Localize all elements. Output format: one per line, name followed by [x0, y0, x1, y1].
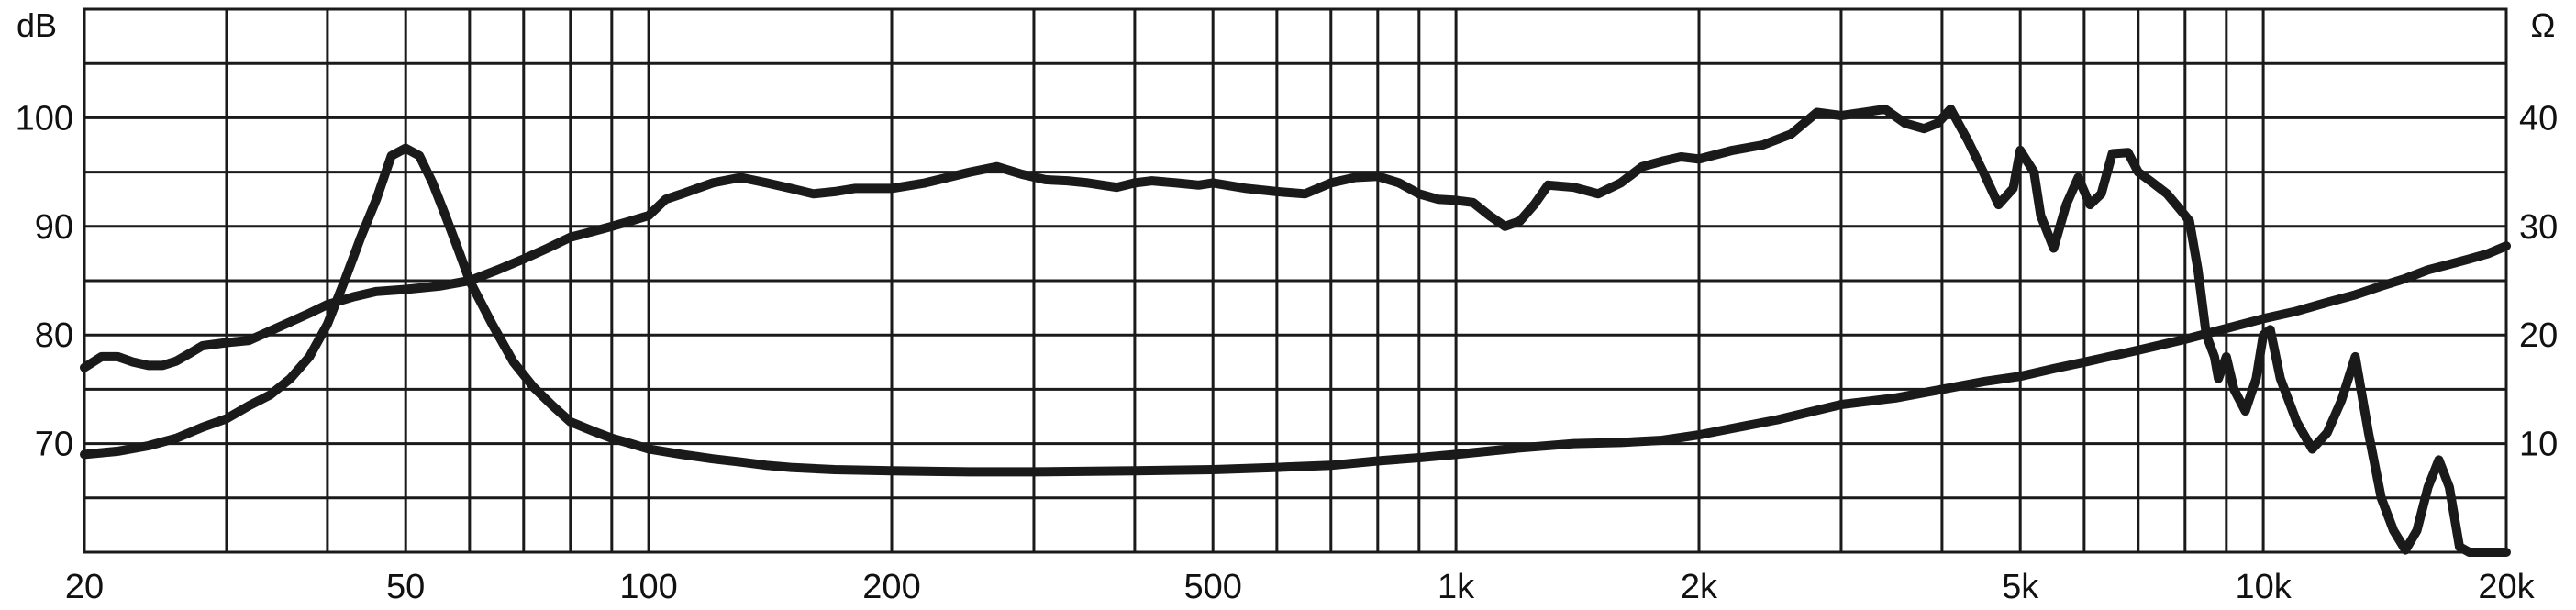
right-axis-unit-label: Ω: [2531, 6, 2556, 44]
left-y-tick-label: 90: [35, 208, 73, 247]
x-tick-label: 20k: [2478, 568, 2535, 606]
axis-labels: dB Ω 20 50 100 200 500 1k 2k 5k 10k 20k 70 80 90 100 1…: [16, 6, 2559, 606]
x-tick-label: 5k: [2002, 568, 2039, 606]
x-tick-label: 100: [619, 568, 677, 606]
right-y-tick-label: 20: [2519, 316, 2558, 355]
left-y-tick-label: 80: [35, 316, 73, 355]
x-tick-label: 1k: [1438, 568, 1475, 606]
left-y-tick-label: 70: [35, 426, 73, 464]
left-y-tick-label: 100: [16, 99, 73, 138]
right-y-tick-label: 40: [2519, 99, 2558, 138]
right-y-tick-label: 30: [2519, 208, 2558, 247]
curves: [80, 104, 2511, 557]
plot-frame: [83, 7, 2508, 554]
left-axis-unit-label: dB: [17, 6, 57, 44]
x-tick-label: 200: [862, 568, 920, 606]
x-tick-label: 2k: [1681, 568, 1718, 606]
x-tick-label: 50: [386, 568, 425, 606]
x-tick-label: 10k: [2235, 568, 2292, 606]
right-y-tick-label: 10: [2519, 426, 2558, 464]
spl-curve: [80, 104, 2511, 557]
x-tick-label: 500: [1183, 568, 1241, 606]
impedance-curve: [80, 143, 2511, 477]
x-tick-label: 20: [65, 568, 104, 606]
